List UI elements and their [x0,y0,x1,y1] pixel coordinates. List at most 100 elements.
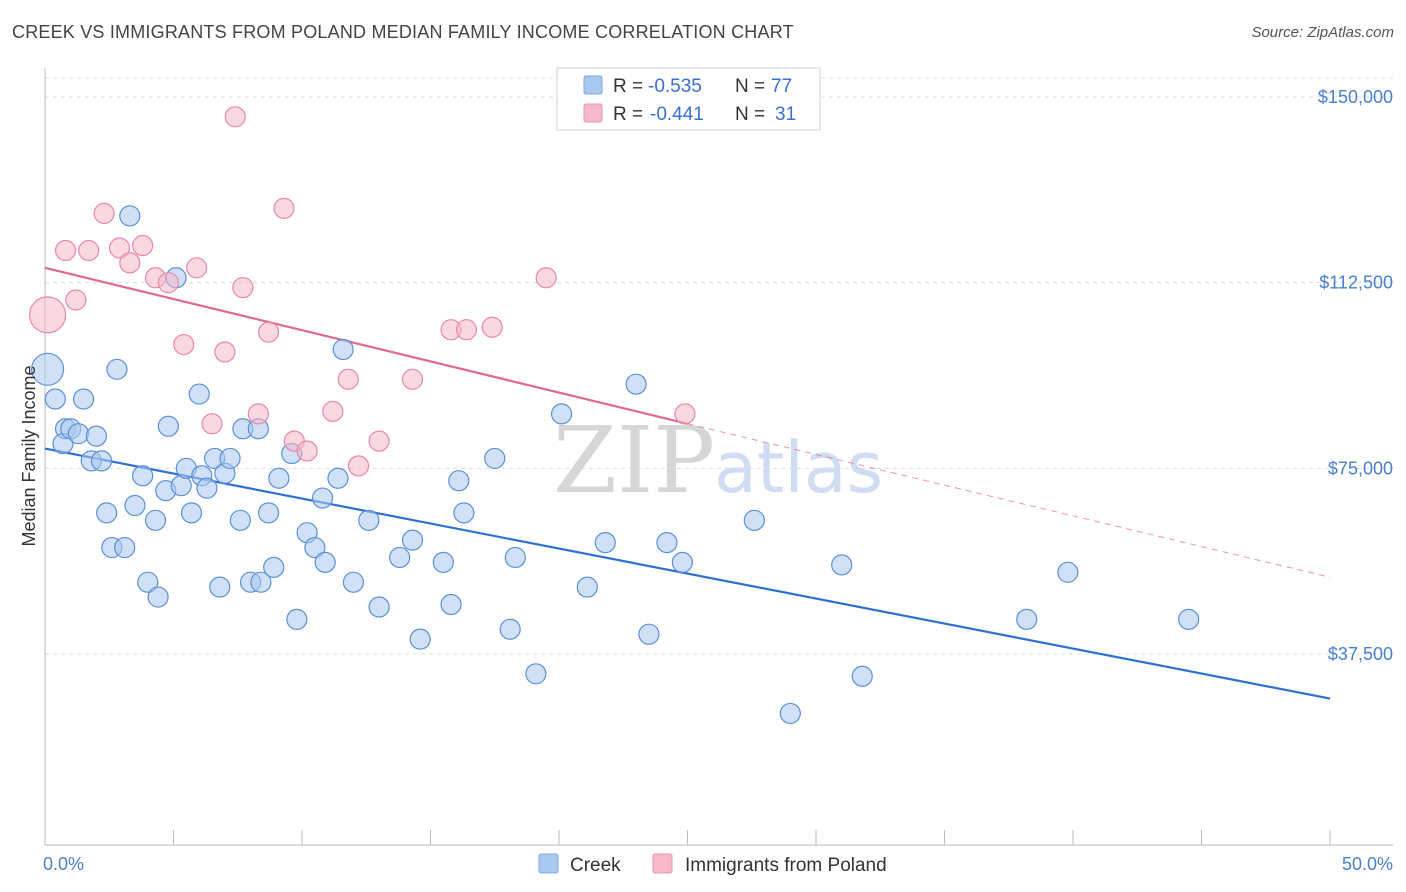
y-axis-title: Median Family Income [19,365,39,546]
point-poland-6 [119,252,141,274]
y-tick-label-1: $75,000 [1328,458,1393,478]
point-creek-45 [311,487,334,509]
bottom-legend-swatch-poland [652,853,673,874]
legend-r-value-creek: -0.535 [648,76,702,97]
point-creek-16 [132,465,154,487]
point-creek-71 [779,702,801,725]
point-creek-66 [638,623,660,645]
point-creek-33 [229,509,251,531]
point-creek-68 [656,531,678,554]
point-creek-1 [44,388,66,410]
y-tick-label-2: $112,500 [1319,273,1393,293]
point-creek-61 [504,546,526,569]
point-creek-42 [286,608,308,630]
point-creek-21 [157,415,179,437]
legend-box: R = -0.535 N = 77 R = -0.441 N = 31 [556,67,821,131]
point-creek-19 [147,586,169,608]
bottom-legend-label-poland: Immigrants from Poland [685,855,887,876]
chart-source: Source: ZipAtlas.com [1251,24,1394,41]
point-poland-27 [455,319,478,341]
point-poland-11 [186,257,208,279]
point-creek-30 [209,576,231,598]
point-poland-24 [368,430,390,452]
y-tick-labels: $37,500 $75,000 $112,500 $150,000 [1318,87,1393,664]
trend-lines [44,266,1331,700]
point-poland-4 [93,202,115,224]
point-poland-20 [296,440,318,462]
point-creek-69 [671,551,693,574]
point-creek-52 [389,546,411,569]
point-creek-26 [188,383,210,405]
point-poland-13 [214,341,236,363]
watermark-atlas: atlas [714,427,883,509]
point-creek-5 [67,423,90,445]
point-creek-62 [525,663,547,685]
trend-line-1 [44,266,688,425]
point-poland-10 [173,333,195,356]
point-creek-47 [327,467,349,489]
point-poland-29 [535,267,557,289]
point-poland-3 [78,239,100,262]
y-tick-label-3: $150,000 [1318,87,1393,107]
point-creek-49 [342,571,364,593]
point-creek-67 [625,373,647,395]
point-creek-50 [358,509,380,531]
point-poland-22 [337,368,359,390]
chart-title: CREEK VS IMMIGRANTS FROM POLAND MEDIAN F… [12,22,794,42]
x-tick-marks [44,830,1331,845]
point-poland-17 [257,321,280,343]
point-creek-38 [257,502,280,524]
bottom-legend-swatch-creek [538,853,559,874]
point-poland-21 [322,400,344,422]
point-poland-23 [347,455,370,477]
data-points [28,106,1200,725]
point-creek-18 [144,509,167,531]
point-poland-7 [132,234,154,257]
point-creek-13 [114,536,136,559]
point-creek-39 [263,556,285,578]
point-poland-15 [232,277,254,299]
point-poland-28 [481,316,503,338]
point-creek-25 [180,502,203,524]
point-creek-32 [219,447,241,470]
bottom-legend-label-creek: Creek [570,855,621,876]
point-poland-16 [247,403,269,425]
point-poland-0 [28,296,67,334]
point-creek-72 [831,554,853,576]
legend-n-label-poland: N = [735,104,765,125]
point-poland-30 [674,403,696,425]
point-creek-9 [90,450,113,472]
point-creek-28 [196,477,218,499]
legend-r-label-poland: R = [613,104,643,125]
point-creek-53 [401,529,424,551]
point-creek-76 [1178,608,1200,630]
point-creek-75 [1057,561,1079,583]
point-creek-15 [124,494,146,517]
legend-n-label-creek: N = [735,76,765,97]
watermark-zip: ZIP [553,407,715,514]
point-creek-74 [1016,608,1038,630]
point-creek-63 [550,403,573,425]
trend-line-0 [44,447,1331,700]
point-creek-8 [85,425,108,447]
point-creek-46 [314,551,336,574]
trend-line-dashed-1 [687,423,1331,578]
point-creek-51 [368,596,390,618]
x-tick-label-max: 50.0% [1342,854,1393,874]
point-poland-14 [224,106,246,128]
legend-n-value-creek: 77 [771,76,792,97]
point-creek-64 [576,576,598,598]
legend-n-value-poland: 31 [775,104,796,125]
point-creek-70 [743,509,765,531]
point-creek-40 [268,467,290,489]
gridlines [45,77,1393,655]
point-creek-65 [594,531,616,554]
x-tick-label-min: 0.0% [43,854,84,874]
point-poland-12 [201,413,223,435]
axes [44,68,1393,846]
point-creek-44 [304,536,326,559]
point-poland-5 [108,237,131,259]
point-creek-55 [432,551,454,574]
point-creek-60 [499,618,521,640]
